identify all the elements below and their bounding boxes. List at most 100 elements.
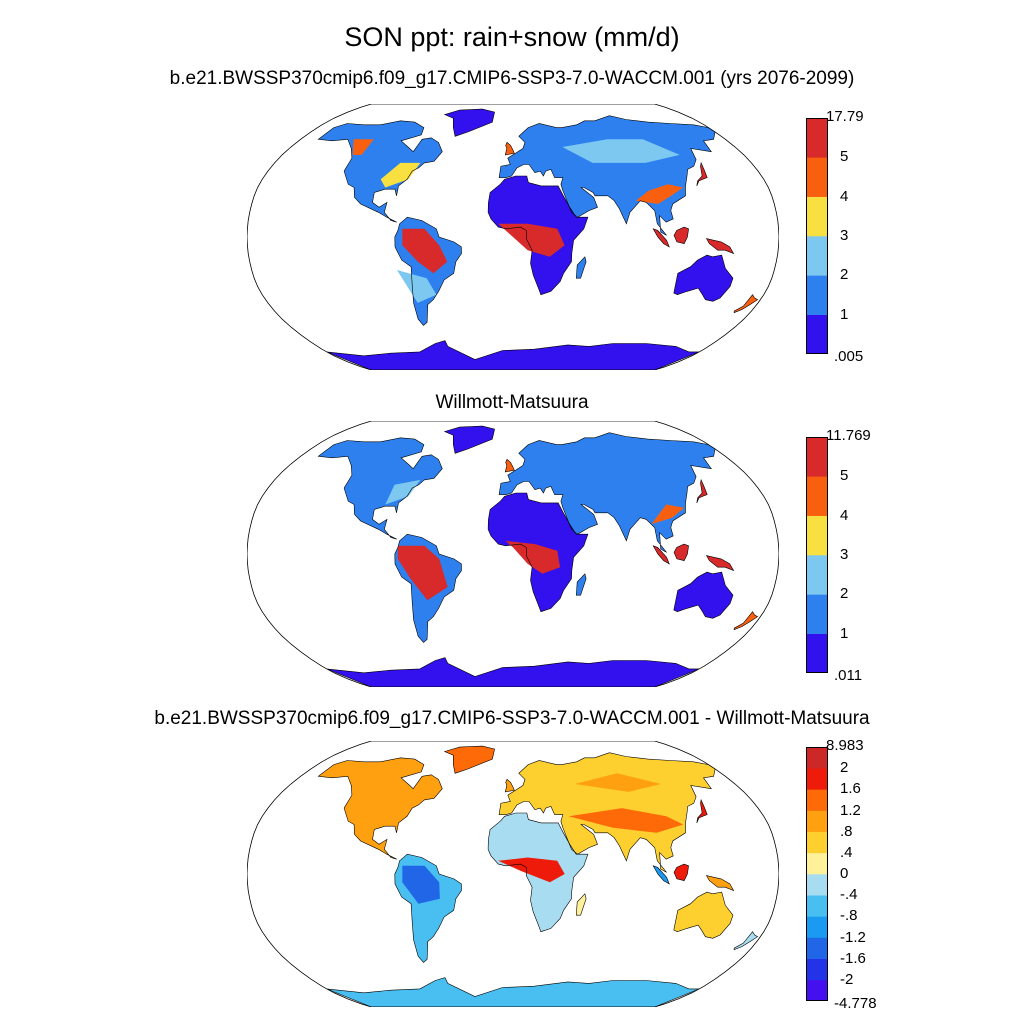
precip-zone bbox=[402, 865, 440, 904]
colorbar-segment bbox=[806, 157, 828, 197]
land-region-uk bbox=[505, 459, 515, 472]
precip-zone bbox=[491, 827, 564, 850]
colorbar-tick-label: 17.79 bbox=[826, 108, 864, 125]
panel-observed-map bbox=[247, 421, 779, 687]
colorbar-tick-label: -2 bbox=[840, 970, 854, 988]
colorbar-segment bbox=[806, 810, 828, 832]
coastline bbox=[673, 543, 689, 561]
coastline bbox=[317, 437, 443, 540]
colorbar-segment bbox=[806, 937, 828, 959]
land-region-antarctica bbox=[326, 977, 700, 1007]
colorbar-segment bbox=[806, 118, 828, 158]
colorbar-tick-label: 4 bbox=[840, 187, 849, 205]
coastline bbox=[673, 226, 689, 244]
land-region-namerica bbox=[318, 120, 443, 223]
colorbar-tick-label: 3 bbox=[840, 227, 849, 244]
land-region-australia bbox=[673, 572, 733, 619]
land-region-greenland bbox=[444, 426, 495, 454]
land-region-australia bbox=[673, 892, 733, 939]
land-region-madagascar bbox=[576, 256, 587, 279]
coastline bbox=[652, 228, 670, 248]
colorbar-segment bbox=[806, 196, 828, 237]
coastline bbox=[443, 745, 495, 774]
panel-observed-title: Willmott-Matsuura bbox=[435, 392, 589, 413]
precip-zone bbox=[635, 184, 684, 204]
colorbar-tick-label: 1.2 bbox=[840, 801, 861, 819]
precip-zone bbox=[568, 808, 684, 833]
precip-zone bbox=[562, 139, 680, 163]
colorbar-tick-label: 11.769 bbox=[826, 427, 871, 444]
coastline bbox=[673, 863, 689, 881]
precip-zone bbox=[651, 504, 685, 525]
colorbar-segment bbox=[806, 958, 828, 981]
coastline bbox=[317, 757, 443, 860]
panel-difference-map bbox=[247, 741, 779, 1007]
panel-model-colorbar bbox=[806, 118, 828, 354]
colorbar-tick-label: 2 bbox=[840, 759, 849, 777]
coastline bbox=[504, 778, 515, 793]
colorbar-segment bbox=[806, 314, 828, 354]
coastline bbox=[504, 141, 515, 156]
land-region-borneo bbox=[674, 544, 689, 561]
colorbar-tick-label: .005 bbox=[834, 348, 864, 365]
coastline bbox=[504, 458, 515, 473]
precip-zone bbox=[402, 228, 448, 274]
coastline bbox=[705, 555, 735, 572]
colorbar-tick-label: -1.2 bbox=[840, 928, 866, 946]
colorbar-tick-label: 1.6 bbox=[840, 780, 861, 798]
colorbar-tick-label: 0 bbox=[840, 865, 849, 882]
coastline bbox=[498, 432, 716, 553]
colorbar-tick-label: 2 bbox=[840, 585, 849, 603]
colorbar-segment bbox=[806, 437, 828, 477]
land-region-sumatra bbox=[653, 865, 670, 884]
colorbar-tick-label: 1 bbox=[840, 624, 849, 642]
precip-zone bbox=[385, 479, 421, 505]
coastline bbox=[487, 175, 589, 296]
colorbar-segment bbox=[806, 768, 828, 790]
coastline bbox=[652, 545, 670, 565]
land-region-greenland bbox=[444, 109, 495, 137]
coastline bbox=[394, 533, 462, 643]
panel-observed-colorbar bbox=[806, 437, 828, 673]
panel-model-map bbox=[247, 104, 779, 370]
land-region-newguinea bbox=[706, 555, 734, 571]
coastline bbox=[498, 752, 716, 873]
colorbar-tick-label: 1 bbox=[840, 305, 849, 323]
land-region-australia bbox=[673, 255, 733, 302]
coastline bbox=[733, 611, 759, 631]
coastline bbox=[575, 893, 587, 916]
colorbar-segment bbox=[806, 594, 828, 634]
land-region-newguinea bbox=[706, 875, 734, 891]
coastline bbox=[326, 657, 700, 687]
colorbar-segment bbox=[806, 979, 828, 1001]
coastline bbox=[696, 161, 708, 187]
panel-model-title: b.e21.BWSSP370cmip6.f09_g17.CMIP6-SSP3-7… bbox=[169, 68, 855, 89]
precip-zone bbox=[397, 545, 448, 601]
colorbar-segment bbox=[806, 831, 828, 854]
colorbar-tick-label: -1.6 bbox=[840, 949, 866, 967]
coastline bbox=[652, 865, 670, 885]
precip-zone bbox=[505, 540, 561, 574]
coastline bbox=[394, 853, 462, 963]
land-region-uk bbox=[505, 779, 515, 792]
colorbar-segment bbox=[806, 275, 828, 315]
coastline bbox=[575, 256, 587, 279]
colorbar-tick-label: 2 bbox=[840, 266, 849, 284]
coastline bbox=[487, 812, 589, 933]
land-region-antarctica bbox=[326, 657, 700, 687]
coastline bbox=[317, 120, 443, 223]
colorbar-tick-label: -4.778 bbox=[834, 995, 877, 1012]
land-region-antarctica bbox=[326, 340, 700, 370]
coastline bbox=[705, 238, 735, 255]
precip-zone bbox=[498, 857, 565, 883]
land-region-namerica bbox=[318, 757, 443, 860]
coastline bbox=[394, 216, 462, 326]
coastline bbox=[487, 492, 589, 613]
coastline bbox=[443, 108, 495, 137]
coastline bbox=[673, 571, 734, 619]
colorbar-tick-label: .011 bbox=[834, 667, 863, 684]
coastline bbox=[673, 254, 734, 302]
land-region-namerica bbox=[318, 437, 443, 540]
colorbar-tick-label: -.8 bbox=[840, 907, 858, 925]
colorbar-segment bbox=[806, 895, 828, 917]
